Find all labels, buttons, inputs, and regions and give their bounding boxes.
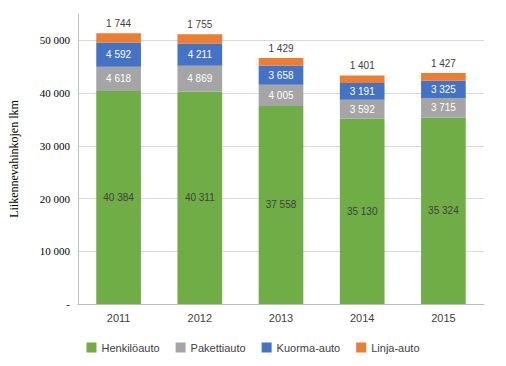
svg-text:4 211: 4 211 xyxy=(188,49,213,60)
svg-text:4 869: 4 869 xyxy=(187,73,212,84)
svg-text:3 191: 3 191 xyxy=(350,86,375,97)
svg-text:40 311: 40 311 xyxy=(185,192,215,203)
svg-text:4 005: 4 005 xyxy=(268,90,293,101)
svg-text:2011: 2011 xyxy=(107,312,131,324)
svg-text:4 618: 4 618 xyxy=(106,73,131,84)
svg-text:Linja-auto: Linja-auto xyxy=(371,342,419,354)
svg-text:2012: 2012 xyxy=(188,312,212,324)
svg-text:35 324: 35 324 xyxy=(428,205,459,216)
svg-text:40 000: 40 000 xyxy=(40,87,71,99)
svg-text:1 427: 1 427 xyxy=(431,58,456,69)
svg-text:1 401: 1 401 xyxy=(350,60,375,71)
svg-text:Henkilöauto: Henkilöauto xyxy=(101,342,159,354)
svg-text:2015: 2015 xyxy=(431,312,455,324)
svg-text:-: - xyxy=(66,298,70,310)
svg-text:1 429: 1 429 xyxy=(268,43,293,54)
svg-text:2013: 2013 xyxy=(269,312,293,324)
svg-text:4 592: 4 592 xyxy=(106,49,131,60)
svg-text:10 000: 10 000 xyxy=(40,245,71,257)
svg-text:Pakettiauto: Pakettiauto xyxy=(191,342,246,354)
svg-text:3 592: 3 592 xyxy=(350,104,375,115)
svg-text:Liikennevahinkojen lkm: Liikennevahinkojen lkm xyxy=(7,100,21,218)
svg-text:3 658: 3 658 xyxy=(268,70,293,81)
svg-text:1 744: 1 744 xyxy=(106,18,131,29)
svg-text:Kuorma-auto: Kuorma-auto xyxy=(277,342,341,354)
svg-text:3 325: 3 325 xyxy=(431,84,456,95)
svg-text:50 000: 50 000 xyxy=(40,34,71,46)
svg-text:30 000: 30 000 xyxy=(40,140,71,152)
svg-text:37 558: 37 558 xyxy=(266,199,297,210)
svg-text:2014: 2014 xyxy=(350,312,374,324)
svg-text:1 755: 1 755 xyxy=(187,19,212,30)
svg-text:40 384: 40 384 xyxy=(103,192,134,203)
svg-text:20 000: 20 000 xyxy=(40,193,71,205)
svg-text:3 715: 3 715 xyxy=(431,102,456,113)
svg-text:35 130: 35 130 xyxy=(347,206,378,217)
